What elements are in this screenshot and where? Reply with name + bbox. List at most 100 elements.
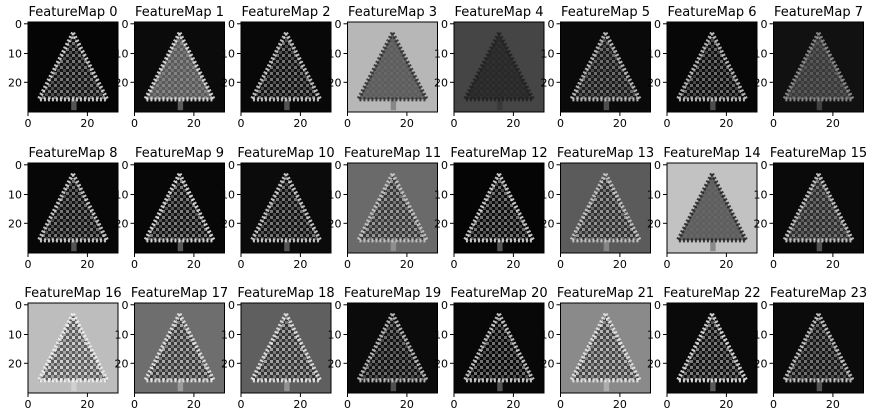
x-tick-label: 20 bbox=[293, 398, 307, 411]
sign-triangle-edge bbox=[142, 309, 217, 383]
sign-triangle-fill bbox=[677, 173, 747, 241]
y-tick-label: 0 bbox=[441, 159, 448, 172]
axes-frame bbox=[347, 302, 438, 394]
sign-triangle-fill bbox=[145, 32, 214, 100]
y-tick-label: 20 bbox=[328, 357, 342, 370]
y-tick-label: 0 bbox=[548, 299, 555, 312]
axes-frame bbox=[27, 162, 119, 254]
panel-title: FeatureMap 2 bbox=[242, 5, 331, 20]
y-tick-label: 0 bbox=[228, 18, 235, 31]
axes-frame bbox=[134, 302, 225, 394]
panel-title: FeatureMap 10 bbox=[237, 146, 334, 161]
panel-title: FeatureMap 17 bbox=[131, 286, 228, 301]
sign-triangle-edge bbox=[142, 169, 217, 243]
sign-post bbox=[390, 99, 397, 111]
axes-frame bbox=[134, 21, 225, 113]
y-tick-label: 20 bbox=[434, 357, 448, 370]
y-tick-label: 0 bbox=[15, 299, 22, 312]
x-tick-label: 0 bbox=[131, 258, 138, 271]
x-tick-label: 0 bbox=[664, 117, 671, 130]
sign-triangle-edge bbox=[674, 309, 750, 383]
sign-post bbox=[710, 380, 716, 392]
x-tick-label: 0 bbox=[557, 117, 564, 130]
x-tick-label: 20 bbox=[719, 117, 733, 130]
x-tick-label: 0 bbox=[557, 258, 564, 271]
sign-triangle-edge bbox=[142, 28, 217, 102]
sign-triangle-fill bbox=[251, 173, 321, 241]
y-tick-label: 20 bbox=[8, 217, 22, 230]
panel-title: FeatureMap 12 bbox=[450, 146, 547, 161]
sign-triangle-fill bbox=[571, 313, 640, 381]
y-tick-label: 0 bbox=[122, 18, 129, 31]
y-tick-label: 20 bbox=[541, 76, 555, 89]
y-tick-label: 10 bbox=[8, 189, 22, 202]
feature-map-content bbox=[781, 309, 856, 392]
y-tick-label: 0 bbox=[441, 299, 448, 312]
sign-triangle-edge bbox=[35, 28, 111, 102]
y-tick-label: 10 bbox=[434, 189, 448, 202]
y-tick-label: 20 bbox=[115, 357, 129, 370]
y-tick-label: 0 bbox=[15, 18, 22, 31]
y-tick-label: 0 bbox=[122, 159, 129, 172]
x-tick-label: 0 bbox=[770, 117, 777, 130]
x-tick-label: 0 bbox=[664, 398, 671, 411]
feature-map-panel: FeatureMap 1 0 20 0 10 20 bbox=[115, 5, 225, 130]
sign-post bbox=[710, 99, 716, 111]
y-tick-label: 10 bbox=[221, 48, 235, 61]
sign-triangle-edge bbox=[355, 28, 430, 102]
x-tick-label: 20 bbox=[293, 258, 307, 271]
x-tick-label: 0 bbox=[238, 398, 245, 411]
sign-triangle-edge bbox=[781, 169, 856, 243]
sign-triangle-fill bbox=[145, 173, 214, 241]
panel-title: FeatureMap 21 bbox=[557, 286, 654, 301]
sign-triangle-edge bbox=[674, 28, 750, 102]
x-tick-label: 0 bbox=[131, 398, 138, 411]
y-tick-label: 20 bbox=[541, 217, 555, 230]
y-tick-label: 20 bbox=[221, 217, 235, 230]
sign-post bbox=[71, 240, 77, 252]
x-tick-label: 0 bbox=[344, 398, 351, 411]
sign-triangle-fill bbox=[677, 32, 747, 100]
x-tick-label: 0 bbox=[238, 117, 245, 130]
sign-post bbox=[71, 99, 77, 111]
x-tick-label: 0 bbox=[451, 117, 458, 130]
sign-triangle-edge bbox=[248, 169, 324, 243]
feature-map-panel: FeatureMap 3 0 20 0 10 20 bbox=[328, 5, 438, 130]
feature-map-content bbox=[781, 169, 856, 252]
sign-triangle-edge bbox=[355, 169, 430, 243]
y-tick-label: 20 bbox=[434, 217, 448, 230]
y-tick-label: 0 bbox=[654, 159, 661, 172]
y-tick-label: 0 bbox=[335, 159, 342, 172]
y-tick-label: 20 bbox=[221, 76, 235, 89]
feature-map-content bbox=[568, 169, 643, 252]
sign-triangle-edge bbox=[781, 28, 856, 102]
sign-post bbox=[177, 99, 184, 111]
x-tick-label: 20 bbox=[400, 117, 414, 130]
axes-frame bbox=[666, 162, 758, 254]
feature-map-panel: FeatureMap 0 0 20 0 10 20 bbox=[8, 5, 119, 130]
sign-post bbox=[284, 380, 290, 392]
panel-title: FeatureMap 20 bbox=[450, 286, 547, 301]
panel-title: FeatureMap 22 bbox=[663, 286, 760, 301]
y-tick-label: 0 bbox=[761, 18, 768, 31]
panel-title: FeatureMap 15 bbox=[770, 146, 867, 161]
feature-map-content bbox=[248, 309, 324, 392]
y-tick-label: 0 bbox=[548, 18, 555, 31]
feature-map-panel: FeatureMap 9 0 20 0 10 20 bbox=[115, 146, 225, 271]
x-tick-label: 0 bbox=[770, 398, 777, 411]
axes-frame bbox=[347, 21, 438, 113]
x-tick-label: 0 bbox=[451, 258, 458, 271]
feature-map-content bbox=[142, 309, 217, 392]
y-tick-label: 0 bbox=[654, 299, 661, 312]
y-tick-label: 20 bbox=[115, 76, 129, 89]
axes-frame bbox=[453, 302, 545, 394]
panel-title: FeatureMap 4 bbox=[455, 5, 544, 20]
x-tick-label: 0 bbox=[25, 117, 32, 130]
axes-frame bbox=[240, 21, 332, 113]
sign-post bbox=[390, 380, 397, 392]
sign-triangle-fill bbox=[358, 313, 427, 381]
y-tick-label: 10 bbox=[754, 48, 768, 61]
